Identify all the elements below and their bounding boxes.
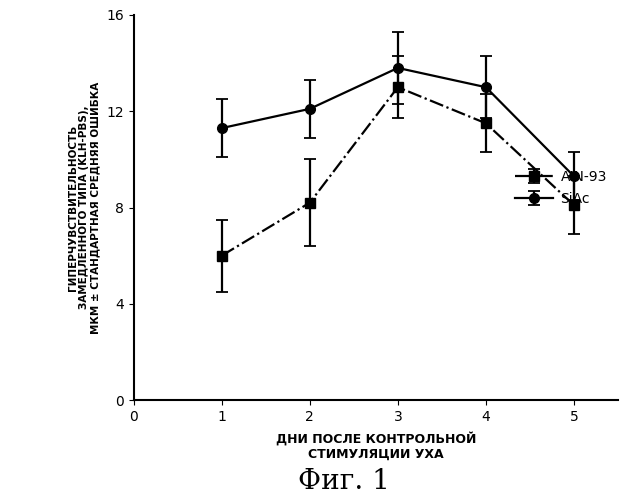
X-axis label: ДНИ ПОСЛЕ КОНТРОЛЬНОЙ
СТИМУЛЯЦИИ УХА: ДНИ ПОСЛЕ КОНТРОЛЬНОЙ СТИМУЛЯЦИИ УХА xyxy=(276,432,476,461)
Y-axis label: ГИПЕРЧУВСТВИТЕЛЬНОСТЬ
ЗАМЕДЛЕННОГО ТИПА (KLH-PBS),
МКМ ± СТАНДАРТНАЯ СРЕДНЯЯ ОШИ: ГИПЕРЧУВСТВИТЕЛЬНОСТЬ ЗАМЕДЛЕННОГО ТИПА … xyxy=(68,82,101,334)
Legend: AIN-93, SiAc: AIN-93, SiAc xyxy=(510,166,611,210)
Text: Фиг. 1: Фиг. 1 xyxy=(298,468,390,495)
